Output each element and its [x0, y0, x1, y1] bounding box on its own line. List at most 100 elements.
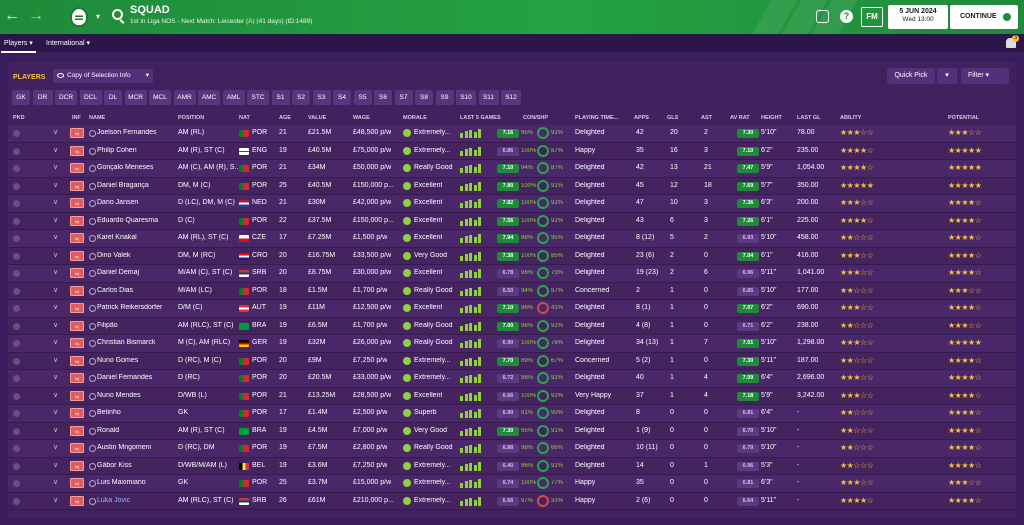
position-filter-dl[interactable]: DL: [104, 90, 122, 105]
col-position[interactable]: POSITION: [178, 115, 205, 121]
table-row[interactable]: ∨ Inj 7.30 6.70 ★★☆☆☆ ★★★★☆ Ronald AM (R), ST (…: [8, 422, 1016, 440]
date-display[interactable]: 5 JUN 2024 Wed 13:00: [888, 5, 948, 29]
table-row[interactable]: ∨ Inj 6.90 6.81 ★★☆☆☆ ★★★★☆ Betinho GK POR 17 £1.4…: [8, 405, 1016, 423]
player-name[interactable]: Luis Maximiano: [97, 479, 146, 486]
col-avrat[interactable]: AV RAT: [730, 115, 750, 121]
table-row[interactable]: ∨ Inj 6.90 7.01 ★★★☆☆ ★★★★★ Christian Bismarck…: [8, 335, 1016, 353]
player-name[interactable]: Austin Mngomeni: [97, 444, 152, 451]
table-row[interactable]: ∨ Inj 7.94 6.93 ★★☆☆☆ ★★★★☆ Karel Knakal AM (RL…: [8, 230, 1016, 248]
table-row[interactable]: ∨ Inj 7.38 7.04 ★★★☆☆ ★★★★☆ Dino Valek DM, M (R…: [8, 247, 1016, 265]
position-filter-dr[interactable]: DR: [32, 90, 53, 105]
pick-checkbox[interactable]: [13, 305, 20, 312]
player-name[interactable]: Betinho: [97, 409, 121, 416]
position-filter-s12[interactable]: S12: [501, 90, 521, 105]
pick-checkbox[interactable]: [13, 165, 20, 172]
expand-chevron-icon[interactable]: ∨: [53, 216, 59, 224]
player-name[interactable]: Karel Knakal: [97, 234, 137, 241]
position-filter-gk[interactable]: GK: [12, 90, 30, 105]
position-filter-stc[interactable]: STC: [247, 90, 269, 105]
tab-international[interactable]: International ▾: [46, 40, 90, 47]
table-row[interactable]: ∨ Inj 6.88 6.79 ★★☆☆☆ ★★★★☆ Austin Mngomeni D (…: [8, 440, 1016, 458]
player-name[interactable]: Dino Valek: [97, 251, 131, 259]
col-ability[interactable]: ABILITY: [840, 115, 862, 121]
position-filter-s9[interactable]: S9: [435, 90, 454, 105]
pick-checkbox[interactable]: [13, 235, 20, 242]
col-lastgl[interactable]: LAST GL: [797, 115, 821, 121]
expand-chevron-icon[interactable]: ∨: [53, 286, 59, 294]
pick-checkbox[interactable]: [13, 497, 20, 505]
table-row[interactable]: ∨ Inj 7.10 7.07 ★★★☆☆ ★★★★☆ Patrick Reikersdor…: [8, 300, 1016, 318]
table-row[interactable]: ∨ Inj 6.40 6.96 ★★☆☆☆ ★★★★☆ Gábor Kiss D/WB/M/A…: [8, 457, 1016, 475]
forward-button[interactable]: →: [28, 7, 44, 24]
back-button[interactable]: ←: [4, 7, 20, 24]
expand-chevron-icon[interactable]: ∨: [53, 356, 59, 364]
position-filter-s10[interactable]: S10: [456, 90, 476, 105]
table-row[interactable]: ∨ Inj 7.80 7.69 ★★★★★ ★★★★★ Daniel Bragança DM,…: [8, 177, 1016, 195]
pick-checkbox[interactable]: [13, 392, 20, 400]
col-age[interactable]: AGE: [279, 115, 291, 121]
position-filter-s3[interactable]: S3: [312, 90, 331, 105]
table-row[interactable]: ∨ Inj 7.82 7.36 ★★★☆☆ ★★★★☆ Dario Jansen D (LC)…: [8, 195, 1016, 213]
expand-chevron-icon[interactable]: ∨: [53, 164, 59, 171]
player-name[interactable]: Filipão: [97, 321, 118, 329]
player-name[interactable]: Joelson Fernandes: [97, 129, 157, 136]
player-name[interactable]: Nuno Mendes: [97, 391, 141, 399]
col-conshp[interactable]: CON/SHP: [523, 115, 549, 121]
position-filter-mcl[interactable]: MCL: [149, 90, 171, 105]
col-apps[interactable]: APPS: [634, 115, 649, 121]
col-height[interactable]: HEIGHT: [761, 115, 782, 121]
col-name[interactable]: NAME: [89, 115, 106, 121]
expand-chevron-icon[interactable]: ∨: [53, 129, 59, 136]
expand-chevron-icon[interactable]: ∨: [53, 391, 59, 399]
table-row[interactable]: ∨ Inj 6.50 6.85 ★★☆☆☆ ★★★☆☆ Carlos Dias M/AM (L…: [8, 282, 1016, 300]
position-filter-s11[interactable]: S11: [478, 90, 499, 105]
pick-checkbox[interactable]: [13, 182, 20, 190]
pick-checkbox[interactable]: [13, 357, 20, 365]
expand-chevron-icon[interactable]: ∨: [53, 409, 59, 416]
col-gls[interactable]: GLS: [667, 115, 679, 121]
position-filter-aml[interactable]: AML: [222, 90, 245, 105]
player-name[interactable]: Dario Jansen: [97, 199, 139, 206]
player-name[interactable]: Christian Bismarck: [97, 339, 156, 346]
position-filter-dcl[interactable]: DCL: [79, 90, 102, 105]
position-filter-s2[interactable]: S2: [292, 90, 310, 105]
club-crest-icon[interactable]: [70, 7, 88, 27]
col-morale[interactable]: MORALE: [403, 115, 427, 121]
fm-menu-button[interactable]: FM: [861, 7, 883, 27]
player-name[interactable]: Daniel Bragança: [97, 181, 149, 189]
expand-chevron-icon[interactable]: ∨: [53, 374, 59, 381]
club-menu-chevron-icon[interactable]: ▾: [96, 12, 101, 21]
table-row[interactable]: ∨ Inj 7.16 7.30 ★★★☆☆ ★★★☆☆ Joelson Fernandes A…: [8, 125, 1016, 143]
expand-chevron-icon[interactable]: ∨: [53, 479, 59, 486]
expand-chevron-icon[interactable]: ∨: [53, 339, 59, 346]
view-selector-dropdown[interactable]: Copy of Selection Info ▾: [53, 69, 153, 83]
table-row[interactable]: ∨ Inj 7.10 7.47 ★★★★☆ ★★★★★ Gonçalo Meneses AM …: [8, 160, 1016, 178]
position-filter-dcr[interactable]: DCR: [55, 90, 77, 105]
player-name[interactable]: Nuno Gomes: [97, 356, 139, 364]
table-row[interactable]: ∨ Inj 6.66 7.18 ★★★☆☆ ★★★★☆ Nuno Mendes D/WB (L…: [8, 387, 1016, 405]
player-name[interactable]: Luka Jovic: [97, 496, 131, 504]
pick-checkbox[interactable]: [13, 340, 20, 347]
quick-pick-button[interactable]: Quick Pick: [887, 68, 935, 84]
player-name[interactable]: Philip Cohen: [97, 146, 137, 154]
quick-pick-dropdown[interactable]: ▾: [937, 68, 957, 84]
position-filter-mcr[interactable]: MCR: [124, 90, 147, 105]
pick-checkbox[interactable]: [13, 375, 20, 382]
position-filter-s8[interactable]: S8: [415, 90, 433, 105]
pick-checkbox[interactable]: [13, 287, 20, 295]
expand-chevron-icon[interactable]: ∨: [53, 461, 59, 469]
pick-checkbox[interactable]: [13, 200, 20, 207]
player-name[interactable]: Gábor Kiss: [97, 461, 132, 469]
expand-chevron-icon[interactable]: ∨: [53, 251, 59, 259]
expand-chevron-icon[interactable]: ∨: [53, 181, 59, 189]
filter-button[interactable]: Filter ▾: [961, 68, 1009, 84]
col-potential[interactable]: POTENTIAL: [948, 115, 980, 121]
col-nat[interactable]: NAT: [239, 115, 250, 121]
position-filter-s5[interactable]: S5: [353, 90, 372, 105]
position-filter-s6[interactable]: S6: [374, 90, 392, 105]
notification-icon[interactable]: [1006, 38, 1016, 48]
expand-chevron-icon[interactable]: ∨: [53, 444, 59, 451]
table-row[interactable]: ∨ Inj 6.86 7.10 ★★★★☆ ★★★★★ Philip Cohen AM (R)…: [8, 142, 1016, 160]
pick-checkbox[interactable]: [13, 252, 20, 260]
search-icon[interactable]: [112, 9, 123, 20]
